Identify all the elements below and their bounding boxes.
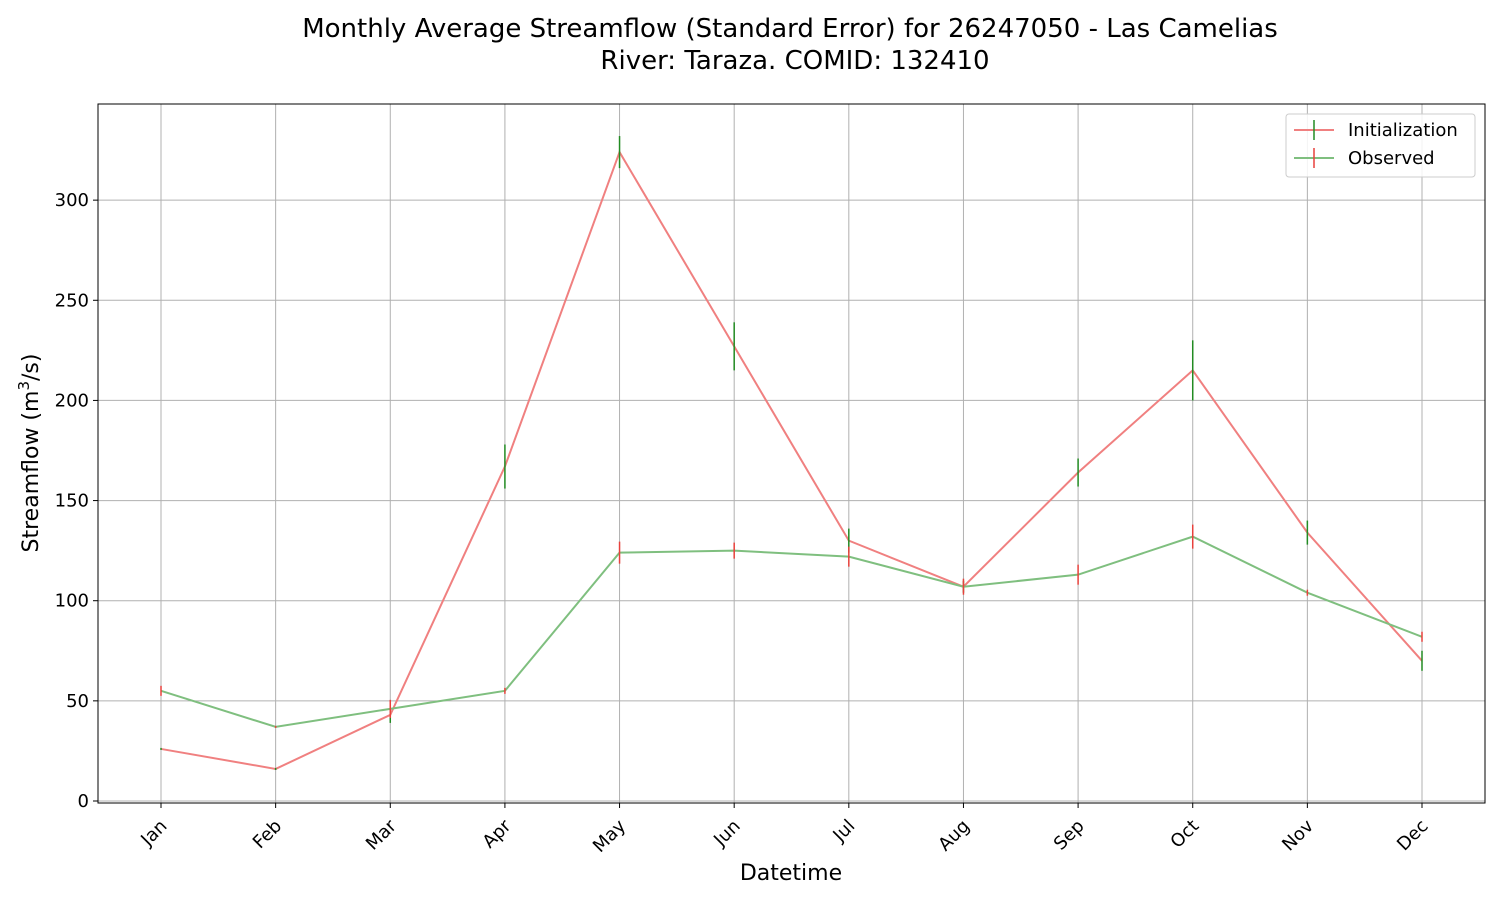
y-tick-label-0: 0	[78, 791, 89, 812]
x-tick-label-mar: Mar	[362, 815, 401, 854]
legend-label-initialization: Initialization	[1348, 120, 1458, 141]
legend-label-observed: Observed	[1348, 148, 1435, 169]
y-axis-ticks: 0 50 100 150 200 250 300	[55, 190, 98, 812]
x-axis-label: Datetime	[740, 861, 842, 886]
series-line-observed	[160, 535, 1423, 728]
y-axis-label-end: /s)	[19, 354, 44, 381]
legend: Initialization Observed	[1285, 113, 1476, 178]
y-tick-label-200: 200	[55, 390, 89, 411]
chart-title-line1: Monthly Average Streamflow (Standard Err…	[302, 14, 1278, 44]
x-tick-label-nov: Nov	[1278, 815, 1318, 855]
y-tick-label-50: 50	[66, 691, 89, 712]
x-axis-ticks: Jan Feb Mar Apr May Jun Jul Aug Sep Oct Nov Dec	[136, 803, 1433, 857]
plot-area-frame	[97, 103, 1486, 804]
x-tick-label-oct: Oct	[1166, 816, 1203, 853]
x-tick-label-dec: Dec	[1393, 816, 1432, 855]
y-tick-label-300: 300	[55, 190, 89, 211]
y-axis-label: Streamflow (m3/s)	[15, 354, 44, 553]
y-tick-label-100: 100	[55, 591, 89, 612]
series-layer	[160, 136, 1423, 770]
y-axis-label-main: Streamflow (m	[19, 391, 44, 553]
y-tick-label-150: 150	[55, 491, 89, 512]
x-tick-label-jul: Jul	[828, 816, 859, 847]
x-tick-label-may: May	[589, 815, 630, 856]
x-tick-label-feb: Feb	[249, 816, 286, 853]
chart-title-line2: River: Taraza. COMID: 132410	[600, 46, 989, 76]
x-tick-label-apr: Apr	[479, 815, 516, 852]
y-tick-label-250: 250	[55, 290, 89, 311]
series-line-initialization	[160, 149, 1423, 770]
y-axis-label-superscript: 3	[15, 381, 33, 391]
x-tick-label-jan: Jan	[136, 816, 171, 851]
x-tick-label-aug: Aug	[934, 816, 974, 856]
x-tick-label-jun: Jun	[709, 816, 744, 851]
grid	[98, 104, 1485, 803]
x-tick-label-sep: Sep	[1050, 816, 1089, 855]
